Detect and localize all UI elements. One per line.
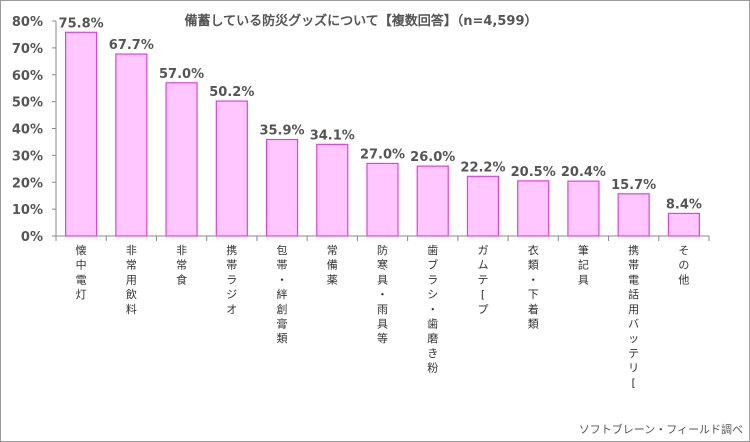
category-label: 筆記具	[578, 243, 589, 286]
category-label: 携帯ラジオ	[226, 243, 237, 316]
data-label: 20.5%	[511, 165, 556, 180]
bar	[265, 138, 299, 237]
category-label: ガムテ[プ	[477, 244, 488, 316]
data-label: 20.4%	[561, 165, 606, 180]
y-tick-label: 40%	[12, 123, 43, 138]
category-label: 常備薬	[327, 244, 338, 286]
bar	[366, 162, 399, 237]
chart-title: 備蓄している防災グッズについて【複数回答】（n=4,599）	[185, 13, 538, 29]
bar	[567, 180, 600, 237]
y-tick-label: 20%	[12, 176, 43, 191]
category-label: 非常用飲料	[126, 244, 137, 316]
bar	[466, 175, 500, 237]
data-label: 15.7%	[611, 178, 656, 193]
data-label: 26.0%	[410, 150, 455, 165]
category-label: 防寒具・雨具等	[377, 243, 388, 345]
y-tick-label: 80%	[12, 15, 43, 30]
category-label: その他	[678, 244, 689, 286]
y-tick-label: 30%	[12, 149, 43, 164]
y-tick-label: 0%	[21, 230, 43, 245]
category-label: 歯ブラシ・歯磨き粉	[427, 244, 438, 375]
bar	[617, 193, 650, 237]
category-label: 携帯電話用バッテリ[	[628, 243, 639, 389]
y-tick-label: 50%	[12, 96, 43, 111]
category-label: 懐中電灯	[76, 243, 87, 301]
data-label: 22.2%	[460, 160, 505, 175]
bar	[517, 180, 550, 237]
data-label: 75.8%	[59, 16, 104, 31]
bar	[316, 143, 349, 237]
data-label: 27.0%	[360, 147, 405, 162]
bar	[215, 100, 248, 237]
data-label: 34.1%	[310, 128, 355, 143]
category-label: 非常食	[176, 244, 187, 286]
bar	[416, 165, 449, 237]
category-label: 衣類・下着類	[528, 243, 539, 331]
bar	[115, 53, 148, 237]
source-note: ソフトブレーン・フィールド調べ	[579, 422, 743, 436]
category-label: 包帯・絆創膏類	[277, 244, 288, 345]
data-label: 50.2%	[209, 85, 254, 100]
bar	[667, 212, 700, 237]
bar	[65, 31, 98, 237]
y-tick-label: 70%	[12, 42, 43, 57]
data-label: 57.0%	[159, 67, 204, 82]
data-label: 35.9%	[259, 124, 304, 139]
plot-area: 0% 10% 20% 30% 40% 50% 60% 70% 80% 75.8% 懐中電灯 67.7%…	[12, 15, 710, 389]
bar	[165, 82, 198, 237]
data-label: 8.4%	[666, 197, 702, 212]
data-label: 67.7%	[109, 38, 154, 53]
y-tick-label: 60%	[12, 69, 43, 84]
y-tick-label: 10%	[12, 203, 43, 218]
